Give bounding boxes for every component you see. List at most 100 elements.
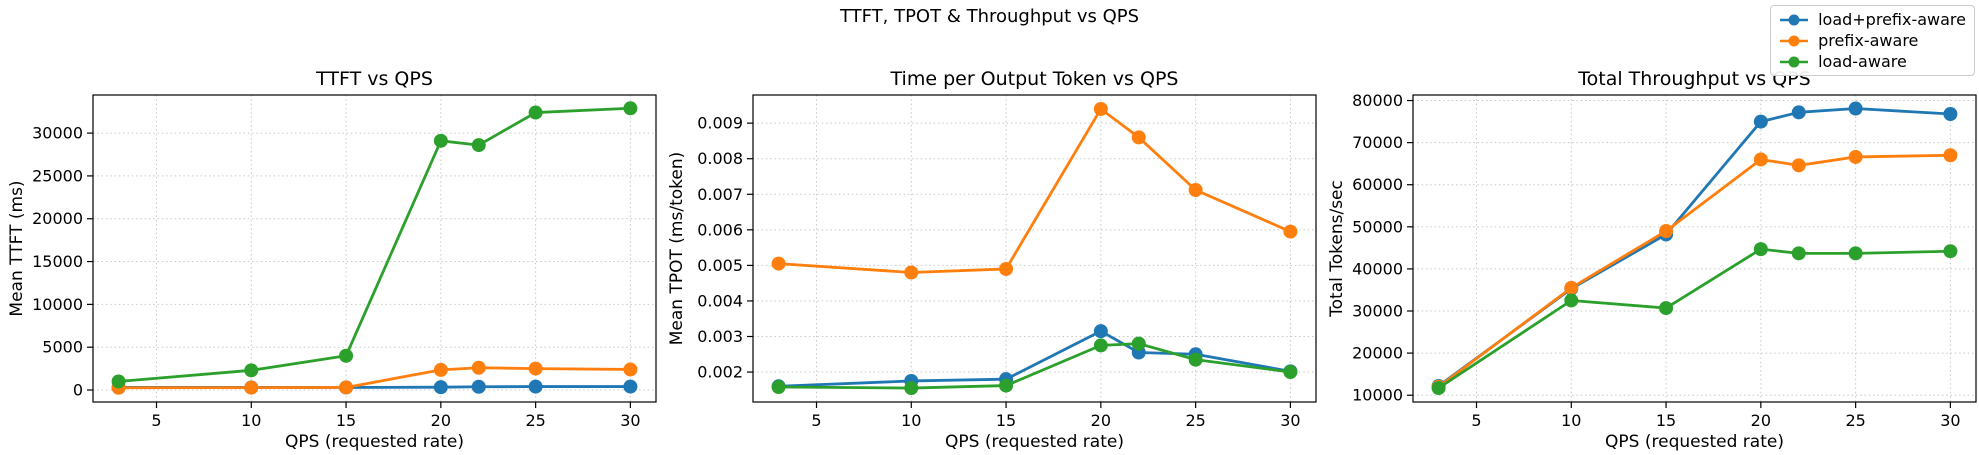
data-point-prefix-aware — [433, 362, 448, 377]
data-point-prefix-aware — [1564, 280, 1579, 295]
y-tick-label: 30000 — [32, 124, 83, 143]
x-tick-label: 20 — [431, 411, 451, 430]
data-point-load-aware — [1093, 338, 1108, 353]
data-point-load-aware — [111, 374, 126, 389]
data-point-load+prefix-aware — [1093, 324, 1108, 339]
y-tick-label: 0.004 — [697, 291, 743, 310]
x-tick-label: 20 — [1091, 411, 1111, 430]
y-tick-label: 20000 — [32, 209, 83, 228]
x-tick-label: 30 — [1280, 411, 1300, 430]
y-axis-label: Mean TTFT (ms) — [7, 180, 27, 316]
legend-item-label: prefix-aware — [1818, 31, 1919, 50]
y-tick-label: 5000 — [42, 338, 83, 357]
data-point-prefix-aware — [1753, 152, 1768, 167]
data-point-load+prefix-aware — [471, 379, 486, 394]
series-line-load+prefix-aware — [1437, 107, 1951, 388]
data-point-load+prefix-aware — [1753, 114, 1768, 129]
data-point-load-aware — [904, 381, 919, 396]
plot-title: Time per Output Token vs QPS — [890, 68, 1179, 90]
data-point-load-aware — [1659, 301, 1674, 316]
data-point-load-aware — [771, 379, 786, 394]
data-point-load-aware — [1283, 365, 1298, 380]
data-point-load-aware — [1848, 246, 1863, 261]
data-point-load+prefix-aware — [528, 379, 543, 394]
data-point-prefix-aware — [1188, 183, 1203, 198]
y-tick-label: 0.006 — [697, 220, 743, 239]
data-point-load-aware — [528, 105, 543, 120]
data-point-load+prefix-aware — [1791, 105, 1806, 120]
subplot-tpot: 5 10 15 20 25 30 0.002 0.003 0.004 0.005 0.006 0.00… — [660, 0, 1320, 455]
data-point-prefix-aware — [1791, 158, 1806, 173]
y-tick-label: 0.002 — [697, 363, 743, 382]
series-line-prefix-aware — [778, 107, 1291, 274]
legend-marker-dot-icon — [1788, 35, 1800, 46]
x-tick-label: 5 — [1471, 411, 1481, 430]
y-tick-label: 0.003 — [697, 327, 743, 346]
legend-line-marker-icon — [1780, 14, 1809, 25]
chart-canvas: 5 10 15 20 25 30 0.002 0.003 0.004 0.005 0.006 0.00… — [667, 68, 1317, 452]
data-point-prefix-aware — [999, 261, 1014, 276]
data-point-prefix-aware — [1283, 224, 1298, 239]
chart-canvas: 5 10 15 20 25 30 10000 20000 30000 40000 50000 6000… — [1327, 68, 1977, 452]
subplot-ttft: 5 10 15 20 25 30 0 5000 10000 15000 20000 25000 3000… — [0, 0, 660, 455]
legend-item-label: load-aware — [1818, 52, 1907, 71]
series-line-load-aware — [1437, 247, 1951, 390]
data-point-load-aware — [623, 101, 638, 116]
y-tick-label: 70000 — [1352, 133, 1403, 152]
legend-item-load-aware: load-aware — [1778, 52, 1966, 71]
data-point-prefix-aware — [1943, 148, 1958, 163]
y-tick-label: 0.009 — [697, 114, 743, 133]
y-tick-label: 0.007 — [697, 185, 743, 204]
data-point-prefix-aware — [1131, 130, 1146, 145]
x-tick-label: 25 — [525, 411, 545, 430]
x-tick-label: 10 — [901, 411, 921, 430]
axes-frame — [752, 94, 1317, 403]
x-tick-label: 5 — [151, 411, 161, 430]
data-point-load-aware — [339, 348, 354, 363]
y-tick-label: 40000 — [1352, 259, 1403, 278]
y-tick-label: 0.005 — [697, 256, 743, 275]
data-point-load-aware — [471, 138, 486, 153]
legend: load+prefix-aware prefix-aware load-aware — [1770, 5, 1975, 76]
figure-title: TTFT, TPOT & Throughput vs QPS — [839, 6, 1140, 27]
y-axis-label: Total Tokens/sec — [1327, 180, 1347, 318]
chart-canvas: 5 10 15 20 25 30 0 5000 10000 15000 20000 25000 3000… — [7, 68, 657, 452]
y-tick-label: 80000 — [1352, 91, 1403, 110]
series-line-prefix-aware — [118, 366, 631, 390]
y-tick-label: 10000 — [32, 295, 83, 314]
x-tick-label: 10 — [1561, 411, 1581, 430]
series-line-load+prefix-aware — [778, 329, 1291, 388]
data-point-load-aware — [1188, 352, 1203, 367]
data-point-load+prefix-aware — [1943, 107, 1958, 122]
data-point-prefix-aware — [528, 361, 543, 376]
x-tick-label: 15 — [336, 411, 356, 430]
legend-marker-dot-icon — [1788, 14, 1800, 25]
x-axis-label: QPS (requested rate) — [285, 432, 464, 452]
axes-frame — [1412, 94, 1977, 403]
data-point-load-aware — [1943, 244, 1958, 259]
legend-line-marker-icon — [1780, 35, 1809, 46]
x-tick-label: 10 — [241, 411, 261, 430]
y-tick-label: 0 — [73, 381, 83, 400]
data-point-load-aware — [1791, 246, 1806, 261]
data-point-prefix-aware — [1093, 101, 1108, 116]
y-tick-label: 50000 — [1352, 217, 1403, 236]
axes-frame — [92, 94, 657, 403]
data-point-load+prefix-aware — [1848, 101, 1863, 116]
y-tick-label: 25000 — [32, 166, 83, 185]
legend-item-label: load+prefix-aware — [1818, 10, 1966, 29]
x-tick-label: 25 — [1845, 411, 1865, 430]
subplot-throughput: 5 10 15 20 25 30 10000 20000 30000 40000 50000 6000… — [1320, 0, 1979, 455]
series-line-load-aware — [118, 106, 631, 383]
data-point-prefix-aware — [1659, 224, 1674, 239]
y-tick-label: 15000 — [32, 252, 83, 271]
y-axis-label: Mean TPOT (ms/token) — [667, 152, 687, 345]
y-tick-label: 60000 — [1352, 175, 1403, 194]
x-tick-label: 5 — [811, 411, 821, 430]
data-point-prefix-aware — [244, 380, 259, 395]
plot-title: TTFT vs QPS — [315, 68, 433, 90]
y-tick-label: 0.008 — [697, 149, 743, 168]
data-point-prefix-aware — [339, 380, 354, 395]
x-tick-label: 15 — [1656, 411, 1676, 430]
